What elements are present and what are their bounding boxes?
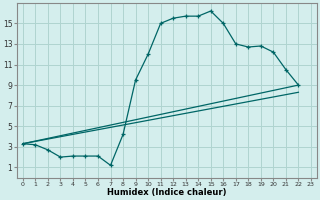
X-axis label: Humidex (Indice chaleur): Humidex (Indice chaleur) xyxy=(107,188,227,197)
